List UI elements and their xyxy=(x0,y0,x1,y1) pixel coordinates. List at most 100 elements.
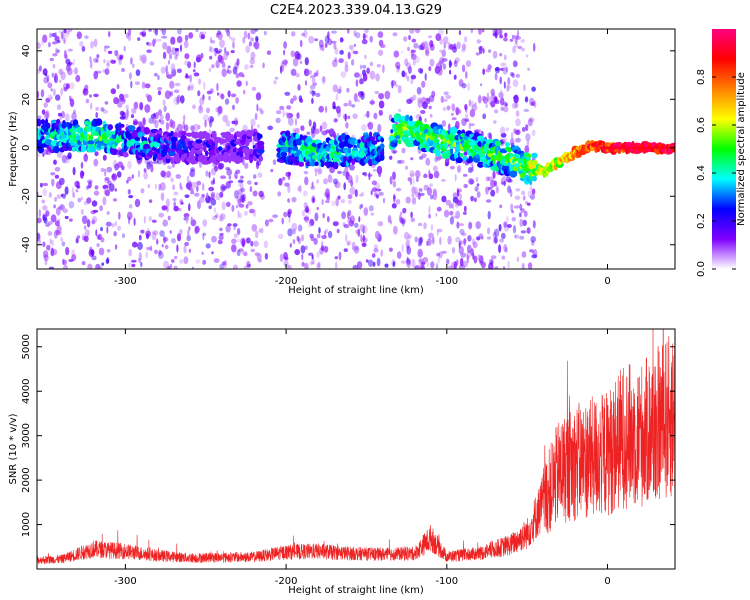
spectrogram-speckle xyxy=(53,159,57,165)
spectrogram-speckle xyxy=(225,120,231,127)
spectrogram-speckle xyxy=(337,170,342,175)
spectrogram-speckle xyxy=(432,236,435,245)
spectrogram-speckle xyxy=(366,67,370,75)
spectrogram-speckle xyxy=(106,62,110,66)
spectrogram-speckle xyxy=(272,159,277,166)
spectrogram-speckle xyxy=(492,50,498,59)
spectrogram-speckle xyxy=(188,187,194,191)
spectrogram-speckle xyxy=(318,39,324,48)
spectrogram-speckle xyxy=(505,127,510,131)
spectrogram-speckle xyxy=(184,53,190,60)
spectrogram-speckle xyxy=(327,31,330,40)
spectrogram-speckle xyxy=(335,105,341,114)
spectrogram-speckle xyxy=(47,221,53,225)
spectrogram-speckle xyxy=(347,29,350,34)
spectrogram-trace-cell xyxy=(393,139,399,144)
spectrogram-speckle xyxy=(506,224,512,228)
spectrogram-speckle xyxy=(527,118,533,127)
spectrogram-speckle xyxy=(43,102,48,108)
spectrogram-speckle xyxy=(422,257,429,263)
spectrogram-speckle xyxy=(277,233,284,239)
spectrogram-speckle xyxy=(377,123,382,133)
spectrogram-speckle xyxy=(514,42,519,48)
spectrogram-trace-cell xyxy=(66,134,70,141)
spectrogram-speckle xyxy=(531,129,536,137)
spectrogram-speckle xyxy=(75,74,81,83)
spectrogram-speckle xyxy=(480,236,484,240)
spectrogram-speckle xyxy=(327,174,333,184)
spectrogram-speckle xyxy=(360,91,364,97)
spectrogram-speckle xyxy=(221,68,227,78)
spectrogram-speckle xyxy=(344,166,349,174)
spectrogram-speckle xyxy=(395,199,401,205)
spectrogram-speckle xyxy=(514,101,519,109)
spectrogram-speckle xyxy=(72,58,75,67)
spectrogram-speckle xyxy=(309,75,315,79)
spectrogram-speckle xyxy=(455,120,460,130)
spectrogram-speckle xyxy=(526,227,531,234)
spectrogram-speckle xyxy=(475,52,481,56)
spectrogram-speckle xyxy=(283,41,287,49)
snr-frame xyxy=(36,328,676,570)
spectrogram-speckle xyxy=(228,180,234,184)
spectrogram-speckle xyxy=(86,197,92,204)
spectrogram-speckle xyxy=(308,119,312,127)
spectrogram-speckle xyxy=(188,32,194,39)
spectrogram-speckle xyxy=(90,249,95,256)
spectrogram-speckle xyxy=(226,168,233,176)
spectrogram-speckle xyxy=(90,40,94,49)
spectrogram-speckle xyxy=(114,244,118,250)
spectrogram-speckle xyxy=(474,102,477,106)
y-tick-label: -20 xyxy=(21,188,32,204)
spectrogram-speckle xyxy=(37,91,40,99)
spectrogram-speckle xyxy=(237,210,240,219)
spectrogram-speckle xyxy=(378,191,384,196)
spectrogram-speckle xyxy=(476,236,481,241)
spectrogram-trace-cell xyxy=(137,131,145,138)
spectrogram-speckle xyxy=(172,198,177,201)
spectrogram-speckle xyxy=(362,234,366,242)
spectrogram-speckle xyxy=(443,91,449,96)
spectrogram-speckle xyxy=(517,45,523,50)
spectrogram-speckle xyxy=(482,68,486,75)
spectrogram-trace-cell xyxy=(531,152,538,159)
spectrogram-trace-cell xyxy=(380,151,385,156)
spectrogram-speckle xyxy=(114,50,119,57)
spectrogram-speckle xyxy=(228,175,232,180)
spectrogram-speckle xyxy=(174,255,178,260)
spectrogram-speckle xyxy=(410,173,415,177)
spectrogram-speckle xyxy=(526,140,530,147)
spectrogram-speckle xyxy=(114,220,118,227)
spectrogram-speckle xyxy=(294,249,301,256)
spectrogram-speckle xyxy=(416,176,419,183)
spectrogram-speckle xyxy=(498,224,502,232)
spectrogram-trace-cell xyxy=(380,137,385,143)
spectrogram-speckle xyxy=(375,73,380,82)
spectrogram-speckle xyxy=(94,151,99,157)
spectrogram-speckle xyxy=(184,34,189,41)
spectrogram-speckle xyxy=(43,148,49,155)
spectrogram-speckle xyxy=(93,190,100,196)
colorbar-tick-label: 0.4 xyxy=(696,165,707,181)
spectrogram-speckle xyxy=(145,230,152,237)
spectrogram-speckle xyxy=(310,236,315,242)
spectrogram-speckle xyxy=(459,228,465,235)
spectrogram-speckle xyxy=(256,103,259,112)
spectrogram-speckle xyxy=(498,91,504,99)
spectrogram-speckle xyxy=(320,245,325,252)
spectrogram-speckle xyxy=(253,41,259,50)
spectrogram-speckle xyxy=(174,82,181,87)
spectrogram-speckle xyxy=(245,45,251,54)
spectrogram-speckle xyxy=(38,209,41,218)
spectrogram-speckle xyxy=(137,241,143,251)
spectrogram-speckle xyxy=(90,102,93,110)
spectrogram-speckle xyxy=(132,118,139,125)
spectrogram-speckle xyxy=(95,112,98,119)
spectrogram-speckle xyxy=(249,186,253,193)
spectrogram-speckle xyxy=(173,265,178,269)
spectrogram-speckle xyxy=(209,45,212,52)
spectrogram-speckle xyxy=(140,261,143,268)
spectrogram-speckle xyxy=(62,33,66,40)
spectrogram-speckle xyxy=(42,182,49,187)
